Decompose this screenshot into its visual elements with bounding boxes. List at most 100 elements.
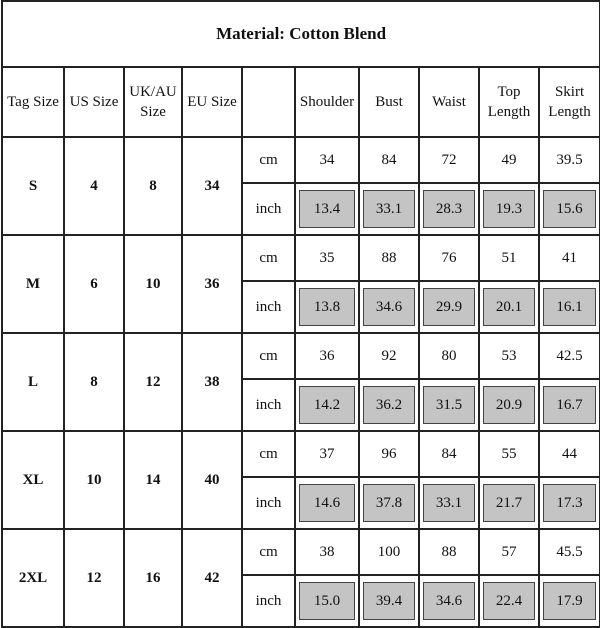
shaded-value: 14.2 bbox=[299, 386, 355, 424]
cm-value: 55 bbox=[478, 430, 540, 478]
unit-label: cm bbox=[241, 234, 296, 282]
table-row: Tag Size US Size UK/AU Size EU Size Shoulder… bbox=[1, 66, 600, 138]
column-header: Shoulder bbox=[294, 66, 360, 138]
cm-value: 92 bbox=[358, 332, 420, 380]
shaded-value: 29.9 bbox=[423, 288, 475, 326]
table-row: inch 13.4 33.1 28.3 19.3 15.6 bbox=[2, 182, 600, 236]
uk-size: 14 bbox=[123, 430, 183, 530]
column-header: US Size bbox=[63, 66, 125, 138]
cm-value: 76 bbox=[418, 234, 480, 282]
cm-value: 49 bbox=[478, 136, 540, 184]
column-header: Waist bbox=[418, 66, 480, 138]
inch-value: 13.4 bbox=[294, 182, 360, 236]
cm-value: 57 bbox=[478, 528, 540, 576]
uk-size: 8 bbox=[123, 136, 183, 236]
shaded-value: 16.1 bbox=[543, 288, 597, 326]
inch-value: 21.7 bbox=[478, 476, 540, 530]
cm-value: 84 bbox=[418, 430, 480, 478]
inch-value: 29.9 bbox=[418, 280, 480, 334]
cm-value: 41 bbox=[537, 234, 600, 282]
eu-size: 34 bbox=[181, 136, 243, 236]
shaded-value: 13.8 bbox=[299, 288, 355, 326]
uk-size: 10 bbox=[123, 234, 183, 334]
table-row: L 8 12 38 cm 36 92 80 53 42.5 bbox=[1, 332, 600, 432]
us-size: 12 bbox=[63, 528, 125, 628]
eu-size: 42 bbox=[181, 528, 243, 628]
cm-value: 37 bbox=[294, 430, 360, 478]
cm-value: 88 bbox=[358, 234, 420, 282]
cm-value: 88 bbox=[418, 528, 480, 576]
table-row: M 6 10 36 cm 35 88 76 51 41 bbox=[1, 234, 600, 334]
shaded-value: 37.8 bbox=[363, 484, 415, 522]
inch-value: 15.0 bbox=[294, 574, 360, 628]
cm-value: 36 bbox=[294, 332, 360, 380]
column-header: Top Length bbox=[478, 66, 540, 138]
inch-value: 14.2 bbox=[294, 378, 360, 432]
unit-header bbox=[241, 66, 296, 138]
us-size: 4 bbox=[63, 136, 125, 236]
cm-value: 34 bbox=[294, 136, 360, 184]
table-row: Material: Cotton Blend bbox=[0, 0, 600, 68]
shaded-value: 21.7 bbox=[483, 484, 535, 522]
shaded-value: 33.1 bbox=[363, 190, 415, 228]
shaded-value: 34.6 bbox=[423, 582, 475, 620]
shaded-value: 28.3 bbox=[423, 190, 475, 228]
table-title: Material: Cotton Blend bbox=[0, 0, 600, 68]
cm-value: 53 bbox=[478, 332, 540, 380]
shaded-value: 15.6 bbox=[543, 190, 597, 228]
cm-value: 44 bbox=[537, 430, 600, 478]
column-header: EU Size bbox=[181, 66, 243, 138]
shaded-value: 36.2 bbox=[363, 386, 415, 424]
cm-value: 96 bbox=[358, 430, 420, 478]
shaded-value: 34.6 bbox=[363, 288, 415, 326]
inch-value: 37.8 bbox=[358, 476, 420, 530]
inch-value: 16.7 bbox=[537, 378, 600, 432]
inch-value: 13.8 bbox=[294, 280, 360, 334]
uk-size: 16 bbox=[123, 528, 183, 628]
tag-size: XL bbox=[1, 430, 65, 530]
inch-value: 33.1 bbox=[358, 182, 420, 236]
tag-size: S bbox=[1, 136, 65, 236]
uk-size: 12 bbox=[123, 332, 183, 432]
shaded-value: 17.3 bbox=[543, 484, 597, 522]
unit-label: cm bbox=[241, 528, 296, 576]
unit-label: cm bbox=[241, 136, 296, 184]
tag-size: M bbox=[1, 234, 65, 334]
cm-value: 42.5 bbox=[537, 332, 600, 380]
table-row: XL 10 14 40 cm 37 96 84 55 44 bbox=[1, 430, 600, 530]
inch-value: 20.9 bbox=[478, 378, 540, 432]
cm-value: 35 bbox=[294, 234, 360, 282]
cm-value: 38 bbox=[294, 528, 360, 576]
cm-value: 72 bbox=[418, 136, 480, 184]
shaded-value: 14.6 bbox=[299, 484, 355, 522]
shaded-value: 20.9 bbox=[483, 386, 535, 424]
shaded-value: 19.3 bbox=[483, 190, 535, 228]
column-header: UK/AU Size bbox=[123, 66, 183, 138]
column-header: Skirt Length bbox=[537, 66, 600, 138]
tag-size: L bbox=[1, 332, 65, 432]
inch-value: 19.3 bbox=[478, 182, 540, 236]
cm-value: 80 bbox=[418, 332, 480, 380]
shaded-value: 20.1 bbox=[483, 288, 535, 326]
inch-value: 16.1 bbox=[537, 280, 600, 334]
us-size: 8 bbox=[63, 332, 125, 432]
unit-label: inch bbox=[241, 182, 296, 236]
tag-size: 2XL bbox=[1, 528, 65, 628]
cm-value: 39.5 bbox=[537, 136, 600, 184]
us-size: 10 bbox=[63, 430, 125, 530]
cm-value: 51 bbox=[478, 234, 540, 282]
eu-size: 38 bbox=[181, 332, 243, 432]
shaded-value: 33.1 bbox=[423, 484, 475, 522]
inch-value: 14.6 bbox=[294, 476, 360, 530]
inch-value: 34.6 bbox=[418, 574, 480, 628]
shaded-value: 31.5 bbox=[423, 386, 475, 424]
inch-value: 28.3 bbox=[418, 182, 480, 236]
shaded-value: 17.9 bbox=[543, 582, 597, 620]
unit-label: inch bbox=[241, 574, 296, 628]
inch-value: 15.6 bbox=[537, 182, 600, 236]
table-row: 2XL 12 16 42 cm 38 100 88 57 45.5 bbox=[1, 528, 600, 628]
inch-value: 39.4 bbox=[358, 574, 420, 628]
inch-value: 20.1 bbox=[478, 280, 540, 334]
